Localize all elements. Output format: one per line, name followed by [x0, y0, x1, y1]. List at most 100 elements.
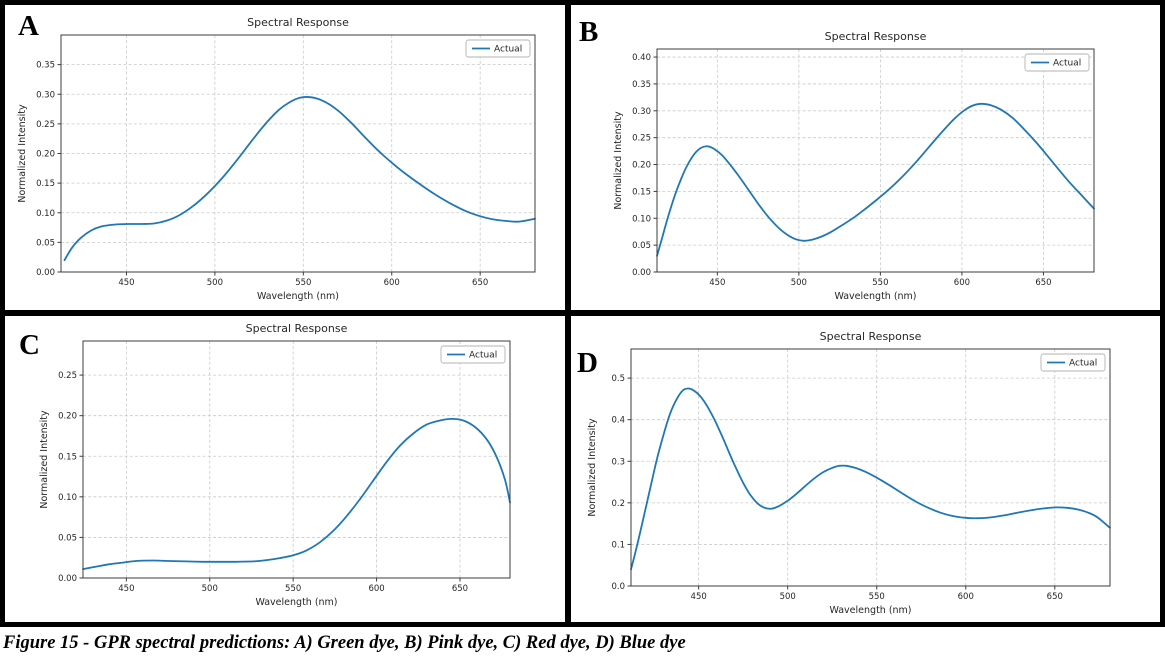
tick-marks [627, 377, 1056, 590]
tick-labels: 450 500 550 600 650 0.00 0.05 0.10 0.15 0.20 0.25 0… [632, 53, 1052, 288]
chart-title: Spectral Response [820, 330, 922, 343]
axes-frame [82, 340, 511, 579]
svg-text:0.35: 0.35 [36, 61, 55, 71]
curve-actual [82, 417, 511, 570]
svg-text:650: 650 [452, 584, 468, 594]
axes-frame [630, 348, 1111, 587]
svg-text:0.10: 0.10 [58, 493, 77, 503]
svg-text:450: 450 [118, 278, 134, 288]
legend-label: Actual [1069, 359, 1097, 369]
spectral-chart-d: 450 500 550 600 650 0.0 0.1 0.2 0.3 0.4 0.5 Spectra… [571, 316, 1160, 622]
y-axis-label: Normalized Intensity [39, 410, 50, 509]
legend: Actual [1024, 53, 1090, 72]
svg-text:0.2: 0.2 [611, 499, 625, 509]
svg-text:0.35: 0.35 [632, 80, 651, 90]
figure-caption: Figure 15 - GPR spectral predictions: A)… [0, 627, 1165, 661]
svg-text:0.20: 0.20 [36, 150, 55, 160]
svg-text:0.30: 0.30 [632, 107, 651, 117]
svg-text:0.40: 0.40 [632, 53, 651, 63]
legend-label: Actual [494, 45, 522, 55]
svg-text:500: 500 [780, 592, 796, 602]
panel-c: C 450 500 550 600 650 0.00 0.05 0.10 0.15 0.20 0.2… [5, 316, 565, 622]
plot-background [5, 316, 565, 622]
svg-text:0.0: 0.0 [611, 582, 625, 592]
spectral-chart-b: 450 500 550 600 650 0.00 0.05 0.10 0.15 0.20 0.25 0… [571, 5, 1160, 310]
x-axis-label: Wavelength (nm) [829, 605, 911, 616]
svg-text:650: 650 [1047, 592, 1063, 602]
svg-text:600: 600 [384, 278, 400, 288]
tick-marks [57, 64, 481, 276]
svg-text:0.00: 0.00 [36, 268, 55, 278]
legend: Actual [1040, 353, 1106, 372]
legend: Actual [465, 39, 531, 58]
svg-text:500: 500 [207, 278, 223, 288]
chart-title: Spectral Response [247, 16, 349, 29]
x-axis-label: Wavelength (nm) [257, 291, 339, 302]
svg-text:0.00: 0.00 [58, 574, 77, 584]
svg-text:0.3: 0.3 [611, 457, 625, 467]
svg-text:0.10: 0.10 [36, 209, 55, 219]
panel-b: B 450 500 550 600 650 0.00 0.05 0.10 0.15 0.20 0.2… [571, 5, 1160, 310]
svg-text:600: 600 [958, 592, 974, 602]
x-axis-label: Wavelength (nm) [255, 597, 337, 608]
svg-text:500: 500 [791, 278, 807, 288]
curve-actual [63, 96, 536, 262]
svg-text:0.00: 0.00 [632, 268, 651, 278]
svg-text:0.05: 0.05 [632, 241, 651, 251]
legend-label: Actual [469, 351, 497, 361]
plot-background [571, 5, 1160, 310]
svg-text:550: 550 [869, 592, 885, 602]
svg-text:450: 450 [709, 278, 725, 288]
curve-actual [630, 387, 1111, 571]
legend: Actual [440, 345, 506, 364]
svg-text:0.15: 0.15 [36, 179, 55, 189]
svg-text:450: 450 [118, 584, 134, 594]
tick-labels: 450 500 550 600 650 0.0 0.1 0.2 0.3 0.4 0.5 [611, 374, 1062, 602]
panel-letter-a: A [18, 10, 39, 42]
svg-text:550: 550 [285, 584, 301, 594]
svg-text:0.1: 0.1 [611, 540, 625, 550]
spectral-chart-c: 450 500 550 600 650 0.00 0.05 0.10 0.15 0.20 0.25 S… [5, 316, 565, 622]
svg-text:0.20: 0.20 [58, 412, 77, 422]
panel-letter-d: D [577, 347, 598, 379]
svg-text:650: 650 [1035, 278, 1051, 288]
panel-letter-b: B [579, 16, 599, 48]
svg-text:0.15: 0.15 [632, 187, 651, 197]
panel-a: A 450 500 550 600 650 0.00 0.05 0.10 0.15 0.20 0.2… [5, 5, 565, 310]
svg-text:600: 600 [368, 584, 384, 594]
panel-letter-c: C [19, 329, 40, 361]
svg-text:0.05: 0.05 [36, 238, 55, 248]
axes-frame [656, 48, 1095, 273]
curve-actual [656, 102, 1095, 257]
x-axis-label: Wavelength (nm) [834, 291, 916, 302]
svg-text:0.25: 0.25 [58, 371, 77, 381]
panel-d: D 450 500 550 600 650 0.0 0.1 0.2 0.3 0.4 0.5 Spect… [571, 316, 1160, 622]
svg-text:0.20: 0.20 [632, 161, 651, 171]
svg-text:0.30: 0.30 [36, 90, 55, 100]
svg-text:0.25: 0.25 [632, 134, 651, 144]
svg-text:0.4: 0.4 [611, 416, 625, 426]
svg-text:650: 650 [472, 278, 488, 288]
spectral-chart-a: 450 500 550 600 650 0.00 0.05 0.10 0.15 0.20 0.25 0… [5, 5, 565, 310]
tick-labels: 450 500 550 600 650 0.00 0.05 0.10 0.15 0.20 0.25 [58, 371, 468, 594]
svg-text:600: 600 [954, 278, 970, 288]
svg-text:550: 550 [872, 278, 888, 288]
svg-text:0.5: 0.5 [611, 374, 625, 384]
legend-label: Actual [1053, 59, 1081, 69]
y-axis-label: Normalized Intensity [587, 418, 598, 517]
chart-title: Spectral Response [825, 30, 927, 43]
svg-text:0.15: 0.15 [58, 452, 77, 462]
tick-marks [79, 374, 461, 582]
y-axis-label: Normalized Intensity [613, 111, 624, 210]
tick-marks [653, 56, 1044, 276]
svg-text:500: 500 [202, 584, 218, 594]
svg-text:0.05: 0.05 [58, 533, 77, 543]
svg-text:550: 550 [295, 278, 311, 288]
chart-title: Spectral Response [246, 322, 348, 335]
svg-text:450: 450 [691, 592, 707, 602]
tick-labels: 450 500 550 600 650 0.00 0.05 0.10 0.15 0.20 0.25 0… [36, 61, 488, 288]
panels-grid: A 450 500 550 600 650 0.00 0.05 0.10 0.15 0.20 0.2… [0, 0, 1165, 627]
svg-text:0.10: 0.10 [632, 214, 651, 224]
y-axis-label: Normalized Intensity [17, 104, 28, 203]
